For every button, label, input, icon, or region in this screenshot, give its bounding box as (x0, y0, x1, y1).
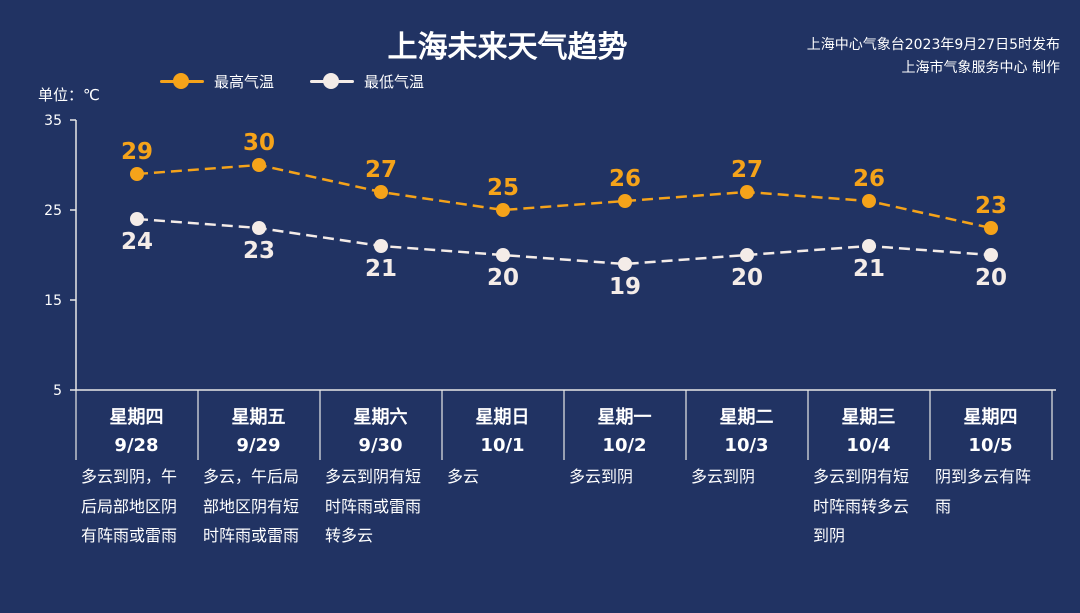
y-tick-label: 25 (44, 203, 62, 219)
data-label-low: 20 (731, 265, 763, 291)
weather-description: 多云 (447, 467, 480, 486)
day-header: 星期三 10/4 (808, 404, 929, 460)
weather-description: 多云到阴，午后局部地区阴有阵雨或雷雨 (81, 467, 178, 545)
weather-description: 阴到多云有阵雨 (935, 467, 1032, 516)
weekday-label: 星期二 (719, 407, 774, 428)
data-label-high: 25 (487, 175, 519, 201)
y-tick-label: 15 (44, 293, 62, 309)
issuer-line-1: 上海中心气象台2023年9月27日5时发布 (806, 37, 1060, 53)
weather-description: 多云到阴有短时阵雨转多云到阴 (813, 467, 910, 545)
weekday-label: 星期四 (963, 407, 1018, 428)
day-header: 星期五 9/29 (198, 404, 319, 460)
data-label-high: 27 (365, 157, 397, 183)
weekday-label: 星期三 (841, 407, 896, 428)
data-label-low: 21 (853, 256, 885, 282)
day-header: 星期四 9/28 (76, 404, 197, 460)
data-label-low: 21 (365, 256, 397, 282)
point-high (374, 185, 388, 199)
data-label-low: 19 (609, 274, 641, 300)
data-label-high: 26 (609, 166, 641, 192)
weather-description: 多云到阴有短时阵雨或雷雨转多云 (325, 467, 422, 545)
point-low (252, 221, 266, 235)
day-header: 星期六 9/30 (320, 404, 441, 460)
weekday-label: 星期六 (353, 407, 408, 428)
date-label: 9/29 (236, 435, 281, 456)
date-label: 9/28 (114, 435, 159, 456)
data-label-low: 24 (121, 229, 153, 255)
data-label-high: 30 (243, 130, 275, 156)
date-label: 10/4 (846, 435, 891, 456)
weekday-label: 星期四 (109, 407, 164, 428)
data-label-high: 23 (975, 193, 1007, 219)
weather-description: 多云到阴 (569, 467, 634, 486)
point-low (130, 212, 144, 226)
point-high (496, 203, 510, 217)
data-label-high: 26 (853, 166, 885, 192)
point-high (984, 221, 998, 235)
weekday-label: 星期五 (231, 407, 286, 428)
y-tick-label: 5 (53, 383, 62, 399)
point-low (618, 257, 632, 271)
unit-label: 单位：℃ (38, 86, 100, 104)
point-low (984, 248, 998, 262)
series-line-low (136, 217, 992, 266)
series-line-high (136, 163, 992, 230)
legend-low-marker (323, 73, 339, 89)
point-high (130, 167, 144, 181)
date-label: 10/1 (480, 435, 525, 456)
point-low (496, 248, 510, 262)
legend-high-label: 最高气温 (214, 73, 275, 91)
weather-description: 多云，午后局部地区阴有短时阵雨或雷雨 (203, 467, 300, 545)
point-low (862, 239, 876, 253)
data-label-low: 20 (975, 265, 1007, 291)
weekday-label: 星期日 (475, 407, 530, 428)
legend-high-marker (173, 73, 189, 89)
point-low (374, 239, 388, 253)
issuer-info: 上海中心气象台2023年9月27日5时发布 上海市气象服务中心 制作 (807, 34, 1060, 80)
date-label: 10/3 (724, 435, 769, 456)
data-label-low: 23 (243, 238, 275, 264)
point-low (740, 248, 754, 262)
day-header: 星期四 10/5 (930, 404, 1051, 460)
issuer-line-2: 上海市气象服务中心 制作 (901, 60, 1060, 76)
day-header: 星期二 10/3 (686, 404, 807, 460)
data-label-high: 29 (121, 139, 153, 165)
point-high (740, 185, 754, 199)
y-tick-label: 35 (44, 113, 62, 129)
date-label: 10/5 (968, 435, 1013, 456)
date-label: 10/2 (602, 435, 647, 456)
point-high (252, 158, 266, 172)
point-high (862, 194, 876, 208)
day-header: 星期一 10/2 (564, 404, 685, 460)
data-label-high: 27 (731, 157, 763, 183)
weather-description: 多云到阴 (691, 467, 756, 486)
point-high (618, 194, 632, 208)
legend-low-label: 最低气温 (364, 73, 425, 91)
day-header: 星期日 10/1 (442, 404, 563, 460)
page-title: 上海未来天气趋势 (387, 30, 628, 65)
weekday-label: 星期一 (597, 407, 652, 428)
date-label: 9/30 (358, 435, 403, 456)
data-label-low: 20 (487, 265, 519, 291)
